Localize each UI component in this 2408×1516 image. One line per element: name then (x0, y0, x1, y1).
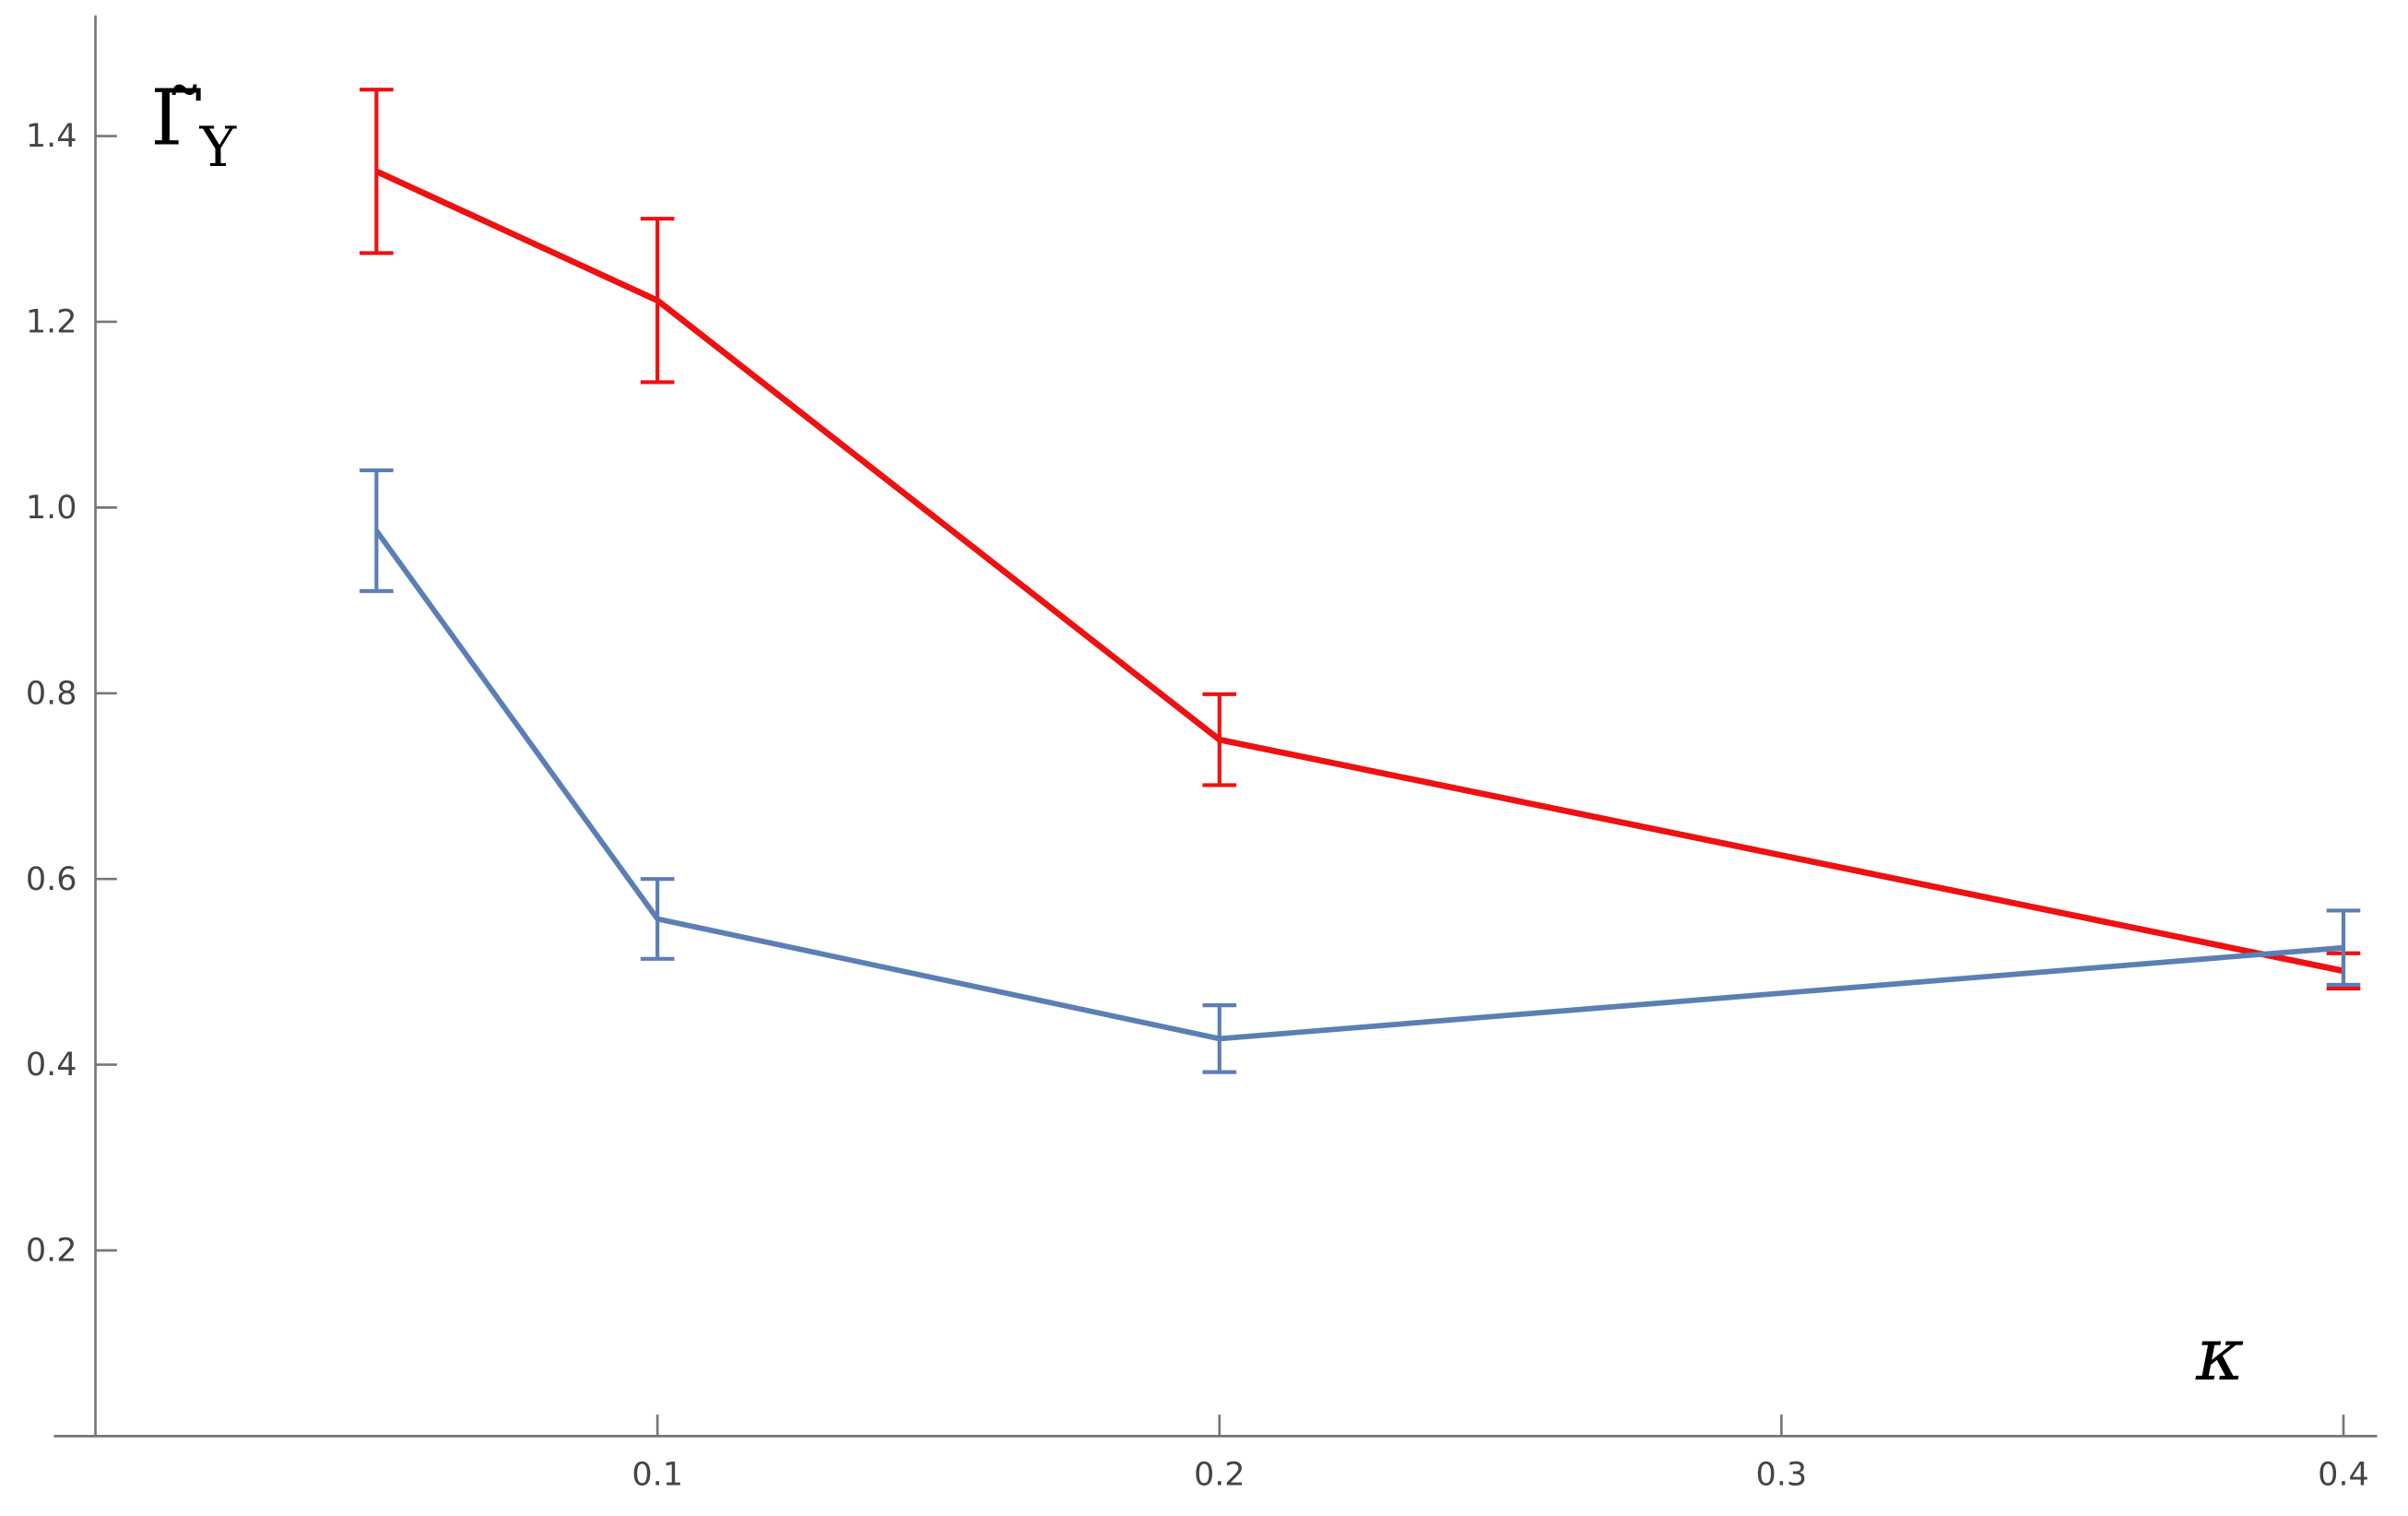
y-tick-label: 1.2 (26, 304, 77, 341)
error-bar (1202, 1003, 1237, 1074)
x-tick-label: 0.3 (1756, 1457, 1808, 1494)
series-line (373, 528, 2344, 1042)
y-tick-label: 1.4 (26, 118, 77, 155)
y-tick-label: 0.8 (26, 675, 77, 712)
y-tick-label: 0.4 (26, 1047, 77, 1084)
error-bar (2326, 908, 2361, 988)
x-tick-label: 0.1 (632, 1457, 683, 1494)
y-tick-label: 1.0 (26, 490, 77, 527)
y-axis-label: Γ̃ (150, 74, 204, 163)
error-bar (640, 217, 675, 385)
y-axis-label-subscript: Y (199, 115, 238, 180)
y-tick-label: 0.6 (26, 861, 77, 898)
x-tick-label: 0.2 (1194, 1457, 1245, 1494)
error-bar (1202, 692, 1237, 788)
x-tick-label: 0.4 (2318, 1457, 2369, 1494)
series-line (374, 168, 2344, 975)
error-bar (360, 468, 394, 594)
y-tick-label: 0.2 (26, 1233, 77, 1270)
x-axis-label: κ (2195, 1311, 2244, 1397)
error-bar (360, 88, 394, 255)
error-bar (640, 877, 675, 961)
